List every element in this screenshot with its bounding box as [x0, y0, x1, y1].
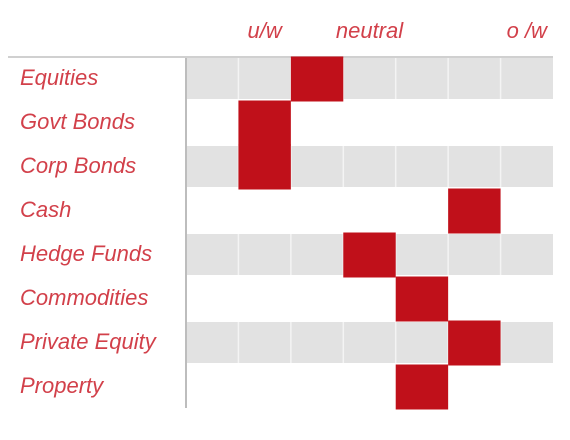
position-marker — [238, 100, 291, 146]
row-label: Private Equity — [20, 329, 158, 354]
position-marker — [343, 232, 396, 278]
column-header-label: o /w — [507, 18, 549, 43]
row-label: Equities — [20, 65, 98, 90]
position-marker — [238, 144, 291, 190]
row-label: Property — [20, 373, 105, 398]
row-label: Hedge Funds — [20, 241, 152, 266]
position-marker — [448, 188, 501, 234]
row-band — [186, 58, 553, 99]
position-marker — [395, 276, 449, 322]
position-marker — [395, 364, 449, 410]
position-marker — [290, 56, 344, 102]
column-header-label: neutral — [336, 18, 404, 43]
row-label: Govt Bonds — [20, 109, 135, 134]
position-marker — [448, 320, 501, 366]
row-label: Cash — [20, 197, 71, 222]
row-label: Corp Bonds — [20, 153, 136, 178]
column-header-label: u/w — [248, 18, 284, 43]
row-label: Commodities — [20, 285, 148, 310]
